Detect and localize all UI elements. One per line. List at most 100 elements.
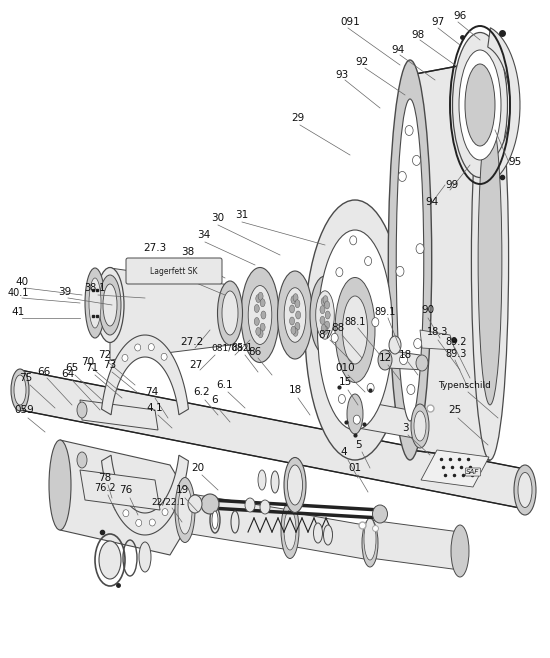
Ellipse shape [323, 326, 328, 334]
Text: 27: 27 [189, 360, 202, 370]
Text: 88.1: 88.1 [344, 317, 366, 327]
Ellipse shape [459, 50, 501, 160]
Ellipse shape [77, 402, 87, 418]
Ellipse shape [316, 291, 334, 339]
Ellipse shape [103, 284, 117, 326]
Ellipse shape [231, 511, 239, 533]
Ellipse shape [405, 126, 413, 136]
Ellipse shape [261, 311, 266, 319]
Ellipse shape [514, 465, 536, 515]
Ellipse shape [451, 525, 469, 577]
Text: 19: 19 [175, 485, 189, 495]
Ellipse shape [49, 440, 71, 530]
Polygon shape [420, 330, 455, 350]
Ellipse shape [416, 243, 424, 254]
Ellipse shape [85, 268, 105, 338]
Ellipse shape [258, 292, 263, 300]
Polygon shape [185, 493, 290, 550]
Text: 6.1: 6.1 [217, 380, 233, 390]
Ellipse shape [365, 257, 372, 266]
Text: 22/22.1: 22/22.1 [151, 497, 185, 507]
Ellipse shape [135, 344, 141, 351]
Text: Lagerfett SK: Lagerfett SK [150, 266, 198, 276]
Ellipse shape [289, 317, 295, 325]
Ellipse shape [161, 353, 167, 361]
Text: 92: 92 [355, 57, 368, 67]
Ellipse shape [77, 452, 87, 468]
Ellipse shape [396, 266, 404, 276]
Ellipse shape [414, 411, 426, 441]
Ellipse shape [293, 328, 298, 336]
Text: 31: 31 [235, 210, 249, 220]
Ellipse shape [353, 415, 360, 424]
Ellipse shape [271, 471, 279, 493]
Ellipse shape [241, 268, 279, 363]
Text: 88: 88 [331, 323, 345, 333]
Ellipse shape [99, 275, 121, 335]
Text: 3: 3 [402, 423, 408, 433]
Ellipse shape [372, 318, 379, 326]
Ellipse shape [453, 32, 508, 178]
Polygon shape [60, 440, 185, 555]
Polygon shape [410, 60, 490, 460]
Text: 76.2: 76.2 [94, 483, 116, 493]
Text: 059: 059 [14, 405, 34, 415]
Text: 39: 39 [58, 287, 72, 297]
Text: 4.1: 4.1 [147, 403, 163, 413]
Ellipse shape [416, 355, 428, 371]
Text: 78: 78 [98, 473, 112, 483]
Ellipse shape [412, 155, 421, 165]
Ellipse shape [296, 311, 301, 319]
Ellipse shape [305, 200, 405, 460]
Ellipse shape [136, 519, 142, 526]
Ellipse shape [321, 297, 326, 305]
Ellipse shape [175, 478, 195, 542]
Ellipse shape [331, 334, 338, 342]
Text: 89.3: 89.3 [446, 349, 467, 359]
Ellipse shape [256, 295, 261, 303]
Ellipse shape [178, 486, 192, 534]
Ellipse shape [217, 281, 243, 345]
Polygon shape [355, 400, 425, 440]
Text: 40: 40 [15, 277, 29, 287]
Ellipse shape [367, 384, 374, 392]
Text: Typenschild: Typenschild [438, 380, 492, 390]
Ellipse shape [336, 268, 343, 276]
Text: 85.1: 85.1 [231, 343, 253, 353]
Ellipse shape [364, 518, 376, 560]
Ellipse shape [317, 230, 393, 430]
Polygon shape [102, 335, 189, 415]
Ellipse shape [323, 295, 328, 303]
Ellipse shape [258, 470, 266, 490]
Ellipse shape [210, 507, 220, 533]
Text: 091: 091 [340, 17, 360, 27]
Ellipse shape [378, 350, 392, 370]
Text: 29: 29 [292, 113, 305, 123]
Ellipse shape [14, 375, 26, 405]
Text: 12: 12 [378, 353, 392, 363]
Ellipse shape [201, 494, 219, 514]
Text: 98: 98 [411, 30, 425, 40]
Text: 64: 64 [62, 369, 75, 379]
Text: 6: 6 [212, 395, 218, 405]
Ellipse shape [254, 305, 259, 313]
Ellipse shape [260, 323, 265, 331]
Ellipse shape [284, 288, 306, 342]
Ellipse shape [335, 278, 375, 382]
Ellipse shape [388, 60, 432, 460]
Ellipse shape [139, 542, 151, 572]
Polygon shape [421, 450, 489, 487]
Ellipse shape [372, 505, 388, 523]
Ellipse shape [343, 296, 367, 364]
Text: 4: 4 [340, 447, 347, 457]
Ellipse shape [350, 236, 357, 245]
Text: 15: 15 [338, 377, 351, 387]
Ellipse shape [320, 306, 325, 314]
Ellipse shape [222, 291, 238, 335]
Text: 76: 76 [119, 485, 133, 495]
Text: 41: 41 [12, 307, 25, 317]
Ellipse shape [254, 318, 259, 326]
Ellipse shape [414, 339, 422, 349]
Ellipse shape [396, 99, 424, 421]
Text: 34: 34 [197, 230, 211, 240]
